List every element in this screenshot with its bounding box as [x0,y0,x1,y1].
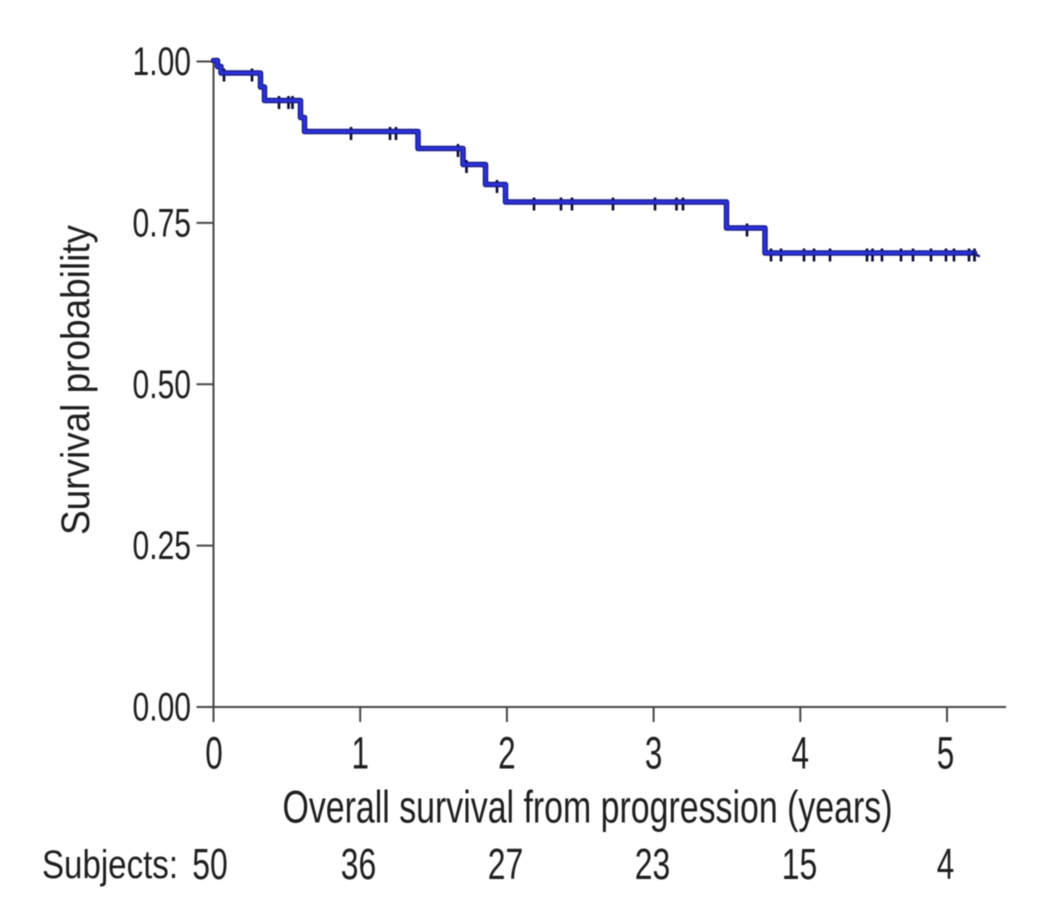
svg-text:36: 36 [341,840,377,889]
svg-text:5: 5 [937,728,955,779]
svg-text:15: 15 [782,840,818,889]
svg-text:27: 27 [488,840,524,889]
svg-text:Survival probability: Survival probability [54,225,98,535]
svg-text:1.00: 1.00 [133,40,192,84]
svg-text:0.75: 0.75 [133,201,192,245]
svg-text:0.00: 0.00 [133,686,192,730]
svg-text:1: 1 [351,728,369,779]
svg-text:Subjects:: Subjects: [42,843,178,887]
svg-text:2: 2 [498,728,516,779]
svg-text:50: 50 [192,840,228,889]
svg-text:23: 23 [635,840,671,889]
svg-text:Overall survival from progress: Overall survival from progression (years… [283,782,893,833]
svg-text:4: 4 [937,840,955,889]
svg-text:3: 3 [645,728,663,779]
svg-text:0.50: 0.50 [133,363,192,407]
svg-text:4: 4 [792,728,810,779]
svg-text:0.25: 0.25 [133,524,192,568]
svg-text:0: 0 [205,728,223,779]
